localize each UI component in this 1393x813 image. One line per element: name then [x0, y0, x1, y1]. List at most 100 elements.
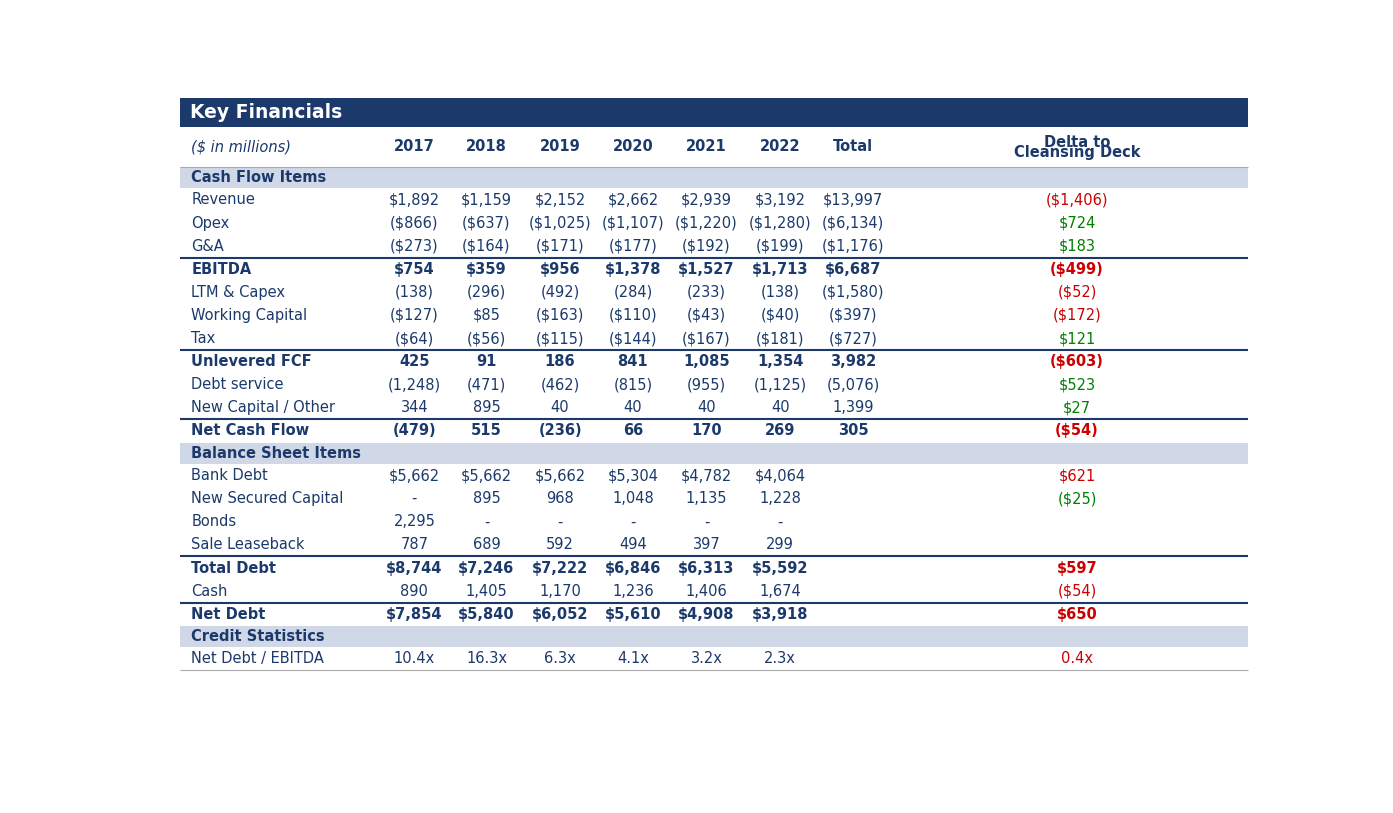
Text: $724: $724: [1059, 215, 1096, 231]
Text: $5,610: $5,610: [605, 606, 662, 622]
Text: 895: 895: [472, 491, 500, 506]
Text: ($1,220): ($1,220): [676, 215, 738, 231]
Text: ($171): ($171): [536, 239, 585, 254]
Text: 1,085: 1,085: [683, 354, 730, 369]
Text: $13,997: $13,997: [823, 193, 883, 207]
Text: Total: Total: [833, 139, 873, 154]
Bar: [180, 511, 1248, 533]
Text: (138): (138): [761, 285, 800, 300]
Text: 40: 40: [624, 400, 642, 415]
Text: (462): (462): [540, 377, 579, 392]
Text: 299: 299: [766, 537, 794, 552]
Text: Net Debt / EBITDA: Net Debt / EBITDA: [191, 651, 325, 667]
Text: 40: 40: [550, 400, 570, 415]
Text: Cleansing Deck: Cleansing Deck: [1014, 146, 1141, 160]
Text: $6,687: $6,687: [825, 262, 882, 276]
Bar: [180, 556, 1248, 580]
Text: Cash: Cash: [191, 584, 227, 598]
Text: (471): (471): [467, 377, 506, 392]
Text: -: -: [703, 515, 709, 529]
Bar: [180, 626, 1248, 647]
Text: ($1,580): ($1,580): [822, 285, 885, 300]
Text: 3.2x: 3.2x: [691, 651, 723, 667]
Bar: [180, 327, 1248, 350]
Text: Revenue: Revenue: [191, 193, 255, 207]
Text: ($ in millions): ($ in millions): [191, 139, 291, 154]
Text: ($603): ($603): [1050, 354, 1103, 369]
Text: ($54): ($54): [1057, 584, 1096, 598]
Text: 186: 186: [545, 354, 575, 369]
Bar: [180, 647, 1248, 671]
Text: Bank Debt: Bank Debt: [191, 468, 267, 483]
Text: New Secured Capital: New Secured Capital: [191, 491, 344, 506]
Bar: [180, 350, 1248, 373]
Text: Tax: Tax: [191, 331, 216, 346]
Text: Unlevered FCF: Unlevered FCF: [191, 354, 312, 369]
Text: Cash Flow Items: Cash Flow Items: [191, 170, 326, 185]
Text: 2018: 2018: [467, 139, 507, 154]
Text: 425: 425: [400, 354, 429, 369]
Bar: [180, 258, 1248, 280]
Text: -: -: [630, 515, 635, 529]
Text: ($167): ($167): [683, 331, 731, 346]
Text: 344: 344: [401, 400, 428, 415]
Text: ($181): ($181): [756, 331, 804, 346]
Text: 1,405: 1,405: [465, 584, 507, 598]
Text: Credit Statistics: Credit Statistics: [191, 629, 325, 644]
Text: $1,527: $1,527: [678, 262, 734, 276]
Bar: [180, 189, 1248, 211]
Text: 1,135: 1,135: [685, 491, 727, 506]
Text: Balance Sheet Items: Balance Sheet Items: [191, 446, 361, 461]
Text: ($54): ($54): [1055, 424, 1099, 438]
Text: 2022: 2022: [759, 139, 801, 154]
Text: ($192): ($192): [683, 239, 731, 254]
Text: ($1,025): ($1,025): [529, 215, 592, 231]
Text: $1,713: $1,713: [752, 262, 808, 276]
Text: 1,399: 1,399: [832, 400, 873, 415]
Text: Sale Leaseback: Sale Leaseback: [191, 537, 305, 552]
Text: (233): (233): [687, 285, 726, 300]
Text: 2,295: 2,295: [393, 515, 435, 529]
Text: $5,662: $5,662: [461, 468, 513, 483]
Text: $359: $359: [467, 262, 507, 276]
Text: $4,908: $4,908: [678, 606, 734, 622]
Text: ($866): ($866): [390, 215, 439, 231]
Text: ($273): ($273): [390, 239, 439, 254]
Text: $1,892: $1,892: [389, 193, 440, 207]
Text: ($52): ($52): [1057, 285, 1096, 300]
Bar: [180, 420, 1248, 442]
Bar: [180, 396, 1248, 420]
Bar: [180, 127, 1248, 167]
Text: ($1,406): ($1,406): [1046, 193, 1109, 207]
Text: Working Capital: Working Capital: [191, 308, 308, 323]
Text: $2,152: $2,152: [535, 193, 585, 207]
Text: Net Cash Flow: Net Cash Flow: [191, 424, 309, 438]
Text: Net Debt: Net Debt: [191, 606, 266, 622]
Text: Opex: Opex: [191, 215, 230, 231]
Text: $3,918: $3,918: [752, 606, 808, 622]
Text: Debt service: Debt service: [191, 377, 284, 392]
Text: (1,125): (1,125): [754, 377, 807, 392]
Text: 305: 305: [837, 424, 868, 438]
Text: $5,662: $5,662: [535, 468, 585, 483]
Text: $4,064: $4,064: [755, 468, 805, 483]
Text: $6,052: $6,052: [532, 606, 588, 622]
Text: ($1,176): ($1,176): [822, 239, 885, 254]
Text: 91: 91: [476, 354, 497, 369]
Bar: [180, 580, 1248, 602]
Text: 1,354: 1,354: [756, 354, 804, 369]
Text: $3,192: $3,192: [755, 193, 805, 207]
Text: 841: 841: [617, 354, 648, 369]
Text: 4.1x: 4.1x: [617, 651, 649, 667]
Text: (5,076): (5,076): [826, 377, 879, 392]
Text: $7,854: $7,854: [386, 606, 443, 622]
Text: $85: $85: [472, 308, 500, 323]
Text: $27: $27: [1063, 400, 1091, 415]
Text: ($727): ($727): [829, 331, 878, 346]
Text: 2019: 2019: [539, 139, 581, 154]
Text: $621: $621: [1059, 468, 1096, 483]
Text: ($199): ($199): [756, 239, 804, 254]
Text: ($172): ($172): [1053, 308, 1102, 323]
Text: $183: $183: [1059, 239, 1095, 254]
Text: ($127): ($127): [390, 308, 439, 323]
